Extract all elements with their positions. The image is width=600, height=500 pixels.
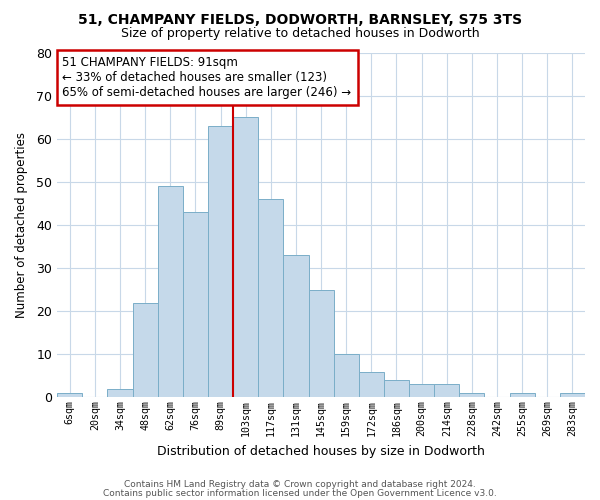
Bar — [384, 380, 409, 398]
Bar — [509, 393, 535, 398]
Bar — [208, 126, 233, 398]
Bar — [560, 393, 585, 398]
Bar — [233, 117, 258, 398]
Bar — [107, 389, 133, 398]
Bar — [409, 384, 434, 398]
Bar — [434, 384, 460, 398]
Text: Size of property relative to detached houses in Dodworth: Size of property relative to detached ho… — [121, 28, 479, 40]
Y-axis label: Number of detached properties: Number of detached properties — [15, 132, 28, 318]
Bar — [460, 393, 484, 398]
Text: 51 CHAMPANY FIELDS: 91sqm
← 33% of detached houses are smaller (123)
65% of semi: 51 CHAMPANY FIELDS: 91sqm ← 33% of detac… — [62, 56, 352, 99]
Bar — [359, 372, 384, 398]
Bar — [57, 393, 82, 398]
Bar — [308, 290, 334, 398]
Bar — [158, 186, 183, 398]
Text: Contains public sector information licensed under the Open Government Licence v3: Contains public sector information licen… — [103, 488, 497, 498]
Bar — [258, 199, 283, 398]
Bar — [334, 354, 359, 398]
X-axis label: Distribution of detached houses by size in Dodworth: Distribution of detached houses by size … — [157, 444, 485, 458]
Text: Contains HM Land Registry data © Crown copyright and database right 2024.: Contains HM Land Registry data © Crown c… — [124, 480, 476, 489]
Text: 51, CHAMPANY FIELDS, DODWORTH, BARNSLEY, S75 3TS: 51, CHAMPANY FIELDS, DODWORTH, BARNSLEY,… — [78, 12, 522, 26]
Bar — [183, 212, 208, 398]
Bar — [133, 302, 158, 398]
Bar — [283, 255, 308, 398]
